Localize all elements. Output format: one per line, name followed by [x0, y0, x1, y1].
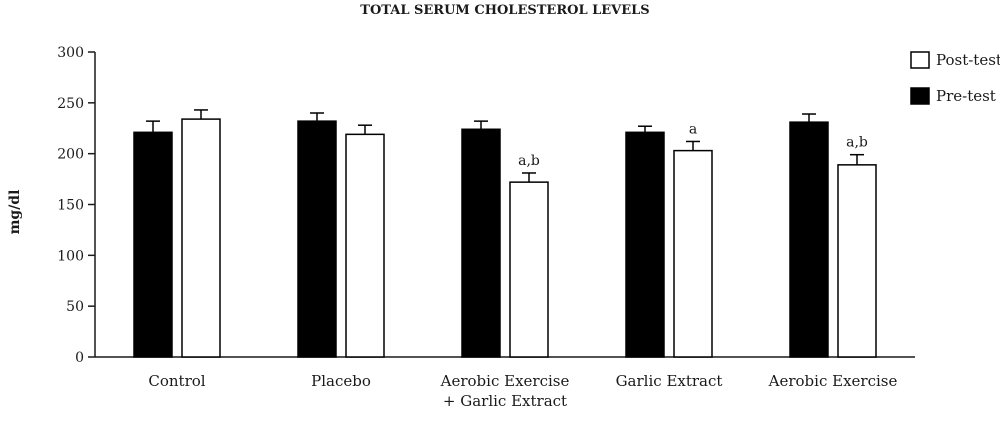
legend-label: Pre-test	[936, 87, 996, 105]
bar-post-test	[837, 164, 877, 358]
legend: Post-test Pre-test	[910, 51, 1000, 105]
bar-pre-test	[461, 128, 501, 358]
bar-pre-test	[133, 131, 173, 358]
significance-label: a,b	[846, 135, 868, 151]
y-tick-label: 200	[57, 147, 84, 163]
significance-label: a	[689, 121, 697, 137]
category-label: Aerobic Exercise	[440, 372, 570, 390]
legend-swatch-pre-test	[910, 87, 930, 105]
chart-title: TOTAL SERUM CHOLESTEROL LEVELS	[360, 3, 649, 18]
significance-label: a,b	[518, 153, 540, 169]
y-tick-label: 150	[57, 198, 84, 214]
category-label: + Garlic Extract	[443, 392, 567, 410]
y-tick-label: 300	[57, 45, 84, 61]
bar-post-test	[345, 133, 385, 358]
bar-post-test	[509, 181, 549, 358]
bar-pre-test	[625, 131, 665, 358]
category-labels: Control Placebo Aerobic Exercise + Garlic E…	[148, 372, 897, 410]
y-ticks: 0 50 100 150 200 250 300	[57, 45, 95, 366]
category-label: Aerobic Exercise	[768, 372, 898, 390]
y-tick-label: 100	[57, 248, 84, 264]
y-tick-label: 250	[57, 96, 84, 112]
bar-post-test	[673, 149, 713, 358]
bar-post-test	[181, 118, 221, 358]
category-label: Garlic Extract	[616, 372, 723, 390]
y-tick-label: 0	[75, 350, 84, 366]
bars: a,b a a,b	[133, 109, 877, 358]
category-label: Control	[148, 372, 205, 390]
legend-label: Post-test	[936, 51, 1000, 69]
y-tick-label: 50	[66, 299, 84, 315]
legend-swatch-post-test	[910, 51, 930, 69]
y-axis-label: mg/dl	[7, 190, 23, 235]
bar-pre-test	[297, 120, 337, 358]
bar-pre-test	[789, 121, 829, 358]
category-label: Placebo	[311, 372, 371, 390]
